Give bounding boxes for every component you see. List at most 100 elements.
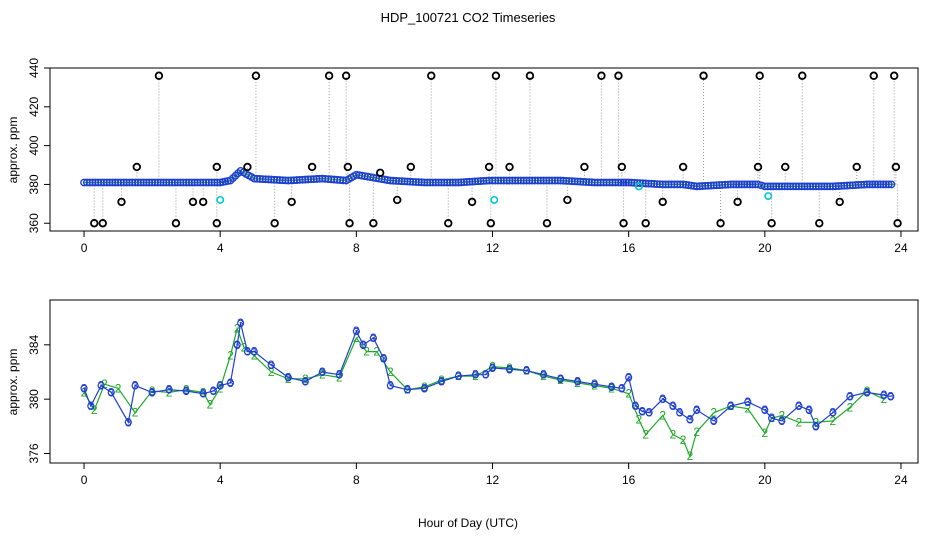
baseline-point xyxy=(650,180,659,188)
series-2-line xyxy=(83,326,885,459)
baseline-point xyxy=(573,177,582,186)
baseline-point xyxy=(207,178,216,187)
baseline-point xyxy=(884,180,893,189)
baseline-point xyxy=(102,178,111,187)
outlier-point xyxy=(505,162,514,172)
baseline-point xyxy=(256,175,264,183)
series-3-point xyxy=(880,391,888,399)
baseline-point xyxy=(170,178,179,187)
baseline-point xyxy=(153,178,162,187)
baseline-point xyxy=(497,176,505,185)
series-3-point xyxy=(795,402,803,410)
series-3-point xyxy=(318,368,326,376)
x-axis-label: Hour of Day (UTC) xyxy=(418,516,518,530)
baseline-point xyxy=(128,178,137,187)
baseline-point xyxy=(542,176,551,185)
baseline-point xyxy=(863,180,871,189)
outlier-point xyxy=(893,219,902,228)
series-3-point xyxy=(359,341,367,349)
baseline-point xyxy=(465,177,474,186)
baseline-point xyxy=(125,178,134,187)
baseline-point xyxy=(258,175,267,183)
baseline-point xyxy=(846,181,854,190)
baseline-point xyxy=(397,177,406,186)
series-3-point xyxy=(638,407,646,415)
series-3-point xyxy=(454,372,463,380)
series-3-point xyxy=(591,380,599,388)
baseline-point xyxy=(193,178,202,187)
baseline-point xyxy=(301,175,310,184)
outlier-point xyxy=(486,219,496,228)
baseline-point xyxy=(704,181,712,190)
baseline-point xyxy=(290,176,298,185)
series-2-label: 2 xyxy=(387,365,394,379)
series-3-point xyxy=(829,409,837,417)
outlier-point xyxy=(341,71,351,80)
series-3-label: 3 xyxy=(319,365,326,379)
outlier-point xyxy=(287,197,296,207)
baseline-point xyxy=(511,176,520,185)
baseline-point xyxy=(151,178,159,187)
baseline-point xyxy=(622,178,631,187)
outlier-point xyxy=(716,219,725,228)
series-3-point xyxy=(618,384,626,392)
series-3-point xyxy=(87,402,95,410)
baseline-point xyxy=(519,176,528,185)
outlier-point xyxy=(755,71,764,80)
baseline-point xyxy=(437,178,446,187)
baseline-point xyxy=(145,178,154,187)
baseline-point xyxy=(539,176,548,185)
series-3-label: 3 xyxy=(687,413,694,427)
outlier-point xyxy=(563,195,572,205)
baseline-point xyxy=(763,182,772,191)
baseline-point xyxy=(843,181,851,190)
baseline-point xyxy=(434,178,443,187)
series-3-label: 3 xyxy=(108,385,115,399)
series-2-label: 2 xyxy=(813,415,820,429)
series-3-label: 3 xyxy=(200,387,207,401)
baseline-point xyxy=(579,177,588,186)
series-3-point xyxy=(574,377,582,386)
baseline-point xyxy=(681,180,690,189)
baseline-point xyxy=(261,175,270,184)
outlier-point xyxy=(393,195,402,205)
baseline-point xyxy=(695,182,704,191)
baseline-point xyxy=(740,180,749,189)
baseline-point xyxy=(585,178,593,187)
baseline-point xyxy=(94,178,103,187)
baseline-point xyxy=(287,176,296,185)
baseline-point xyxy=(99,178,108,187)
series-3-point xyxy=(727,402,735,410)
outlier-point xyxy=(212,162,221,172)
outlier-point xyxy=(444,219,453,228)
series-3-label: 3 xyxy=(632,399,639,413)
series-3-label: 3 xyxy=(830,406,837,420)
outlier-point xyxy=(345,219,354,228)
outlier-point xyxy=(307,162,317,172)
baseline-point xyxy=(687,181,696,190)
series-3-point xyxy=(778,417,786,425)
baseline-point xyxy=(854,181,863,189)
baseline-point xyxy=(462,178,471,186)
baseline-point xyxy=(136,178,145,187)
series-2-label: 2 xyxy=(680,433,687,447)
overview-plot-frame xyxy=(49,67,919,232)
x-tick-label: 12 xyxy=(486,241,500,255)
baseline-point xyxy=(712,181,721,190)
baseline-point xyxy=(556,176,565,185)
series-3-label: 3 xyxy=(380,351,387,365)
baseline-point xyxy=(729,180,738,189)
series-2-label: 2 xyxy=(591,379,598,393)
baseline-point xyxy=(182,178,191,187)
series-3-label: 3 xyxy=(506,362,513,376)
series-3-label: 3 xyxy=(81,381,88,395)
series-3-point xyxy=(97,381,105,390)
baseline-point xyxy=(570,177,579,186)
series-2-label: 2 xyxy=(200,385,207,399)
series-3-point xyxy=(631,402,640,410)
series-3-point xyxy=(284,373,292,382)
baseline-point xyxy=(775,182,783,191)
series-3-point xyxy=(761,406,769,414)
series-2-label: 2 xyxy=(744,402,751,416)
